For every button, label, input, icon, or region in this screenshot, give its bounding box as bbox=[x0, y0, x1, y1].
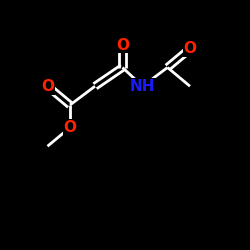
Text: NH: NH bbox=[130, 79, 155, 94]
Text: O: O bbox=[116, 38, 129, 52]
Text: O: O bbox=[184, 41, 196, 56]
Text: O: O bbox=[64, 120, 76, 135]
Text: O: O bbox=[41, 79, 54, 94]
